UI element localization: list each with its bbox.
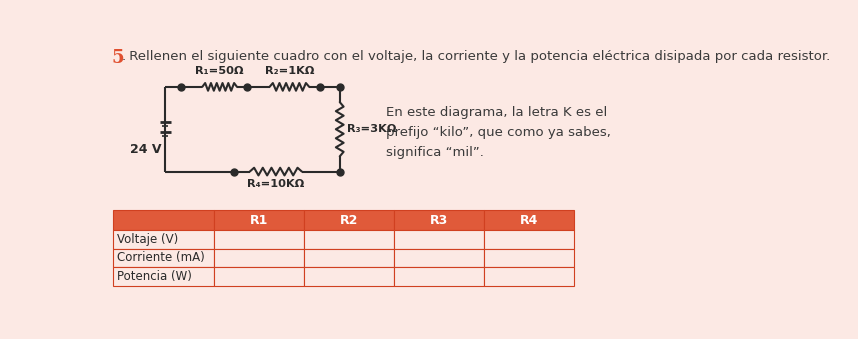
Bar (214, 267, 304, 285)
Bar (394, 267, 484, 285)
Bar (484, 230, 574, 248)
Bar (113, 248, 214, 267)
Bar (113, 210, 214, 230)
Text: 5: 5 (112, 49, 124, 67)
Text: En este diagrama, la letra K es el
prefijo “kilo”, que como ya sabes,
significa : En este diagrama, la letra K es el prefi… (386, 106, 611, 159)
Text: Potencia (W): Potencia (W) (118, 270, 192, 283)
Bar (394, 248, 484, 267)
Text: .: . (121, 50, 125, 63)
Text: R3: R3 (430, 214, 448, 226)
Bar (304, 210, 394, 230)
Bar (304, 267, 394, 285)
Bar (484, 210, 574, 230)
Bar (214, 230, 304, 248)
Bar (394, 230, 484, 248)
Bar (304, 248, 394, 267)
Text: R₂=1KΩ: R₂=1KΩ (264, 66, 314, 76)
Text: R2: R2 (340, 214, 359, 226)
Bar (214, 210, 304, 230)
Text: R₃=3KΩ: R₃=3KΩ (347, 124, 397, 134)
Bar (214, 248, 304, 267)
Bar (304, 230, 394, 248)
Text: Rellenen el siguiente cuadro con el voltaje, la corriente y la potencia eléctric: Rellenen el siguiente cuadro con el volt… (125, 50, 831, 63)
Bar (113, 267, 214, 285)
Text: R1: R1 (250, 214, 269, 226)
Text: R₄=10KΩ: R₄=10KΩ (247, 179, 305, 189)
Bar (484, 267, 574, 285)
Text: R₁=50Ω: R₁=50Ω (196, 66, 244, 76)
Text: Corriente (mA): Corriente (mA) (118, 251, 205, 264)
Bar (394, 210, 484, 230)
Bar (484, 248, 574, 267)
Text: R4: R4 (520, 214, 538, 226)
Text: Voltaje (V): Voltaje (V) (118, 233, 178, 246)
Bar (113, 230, 214, 248)
Text: 24 V: 24 V (130, 143, 161, 156)
